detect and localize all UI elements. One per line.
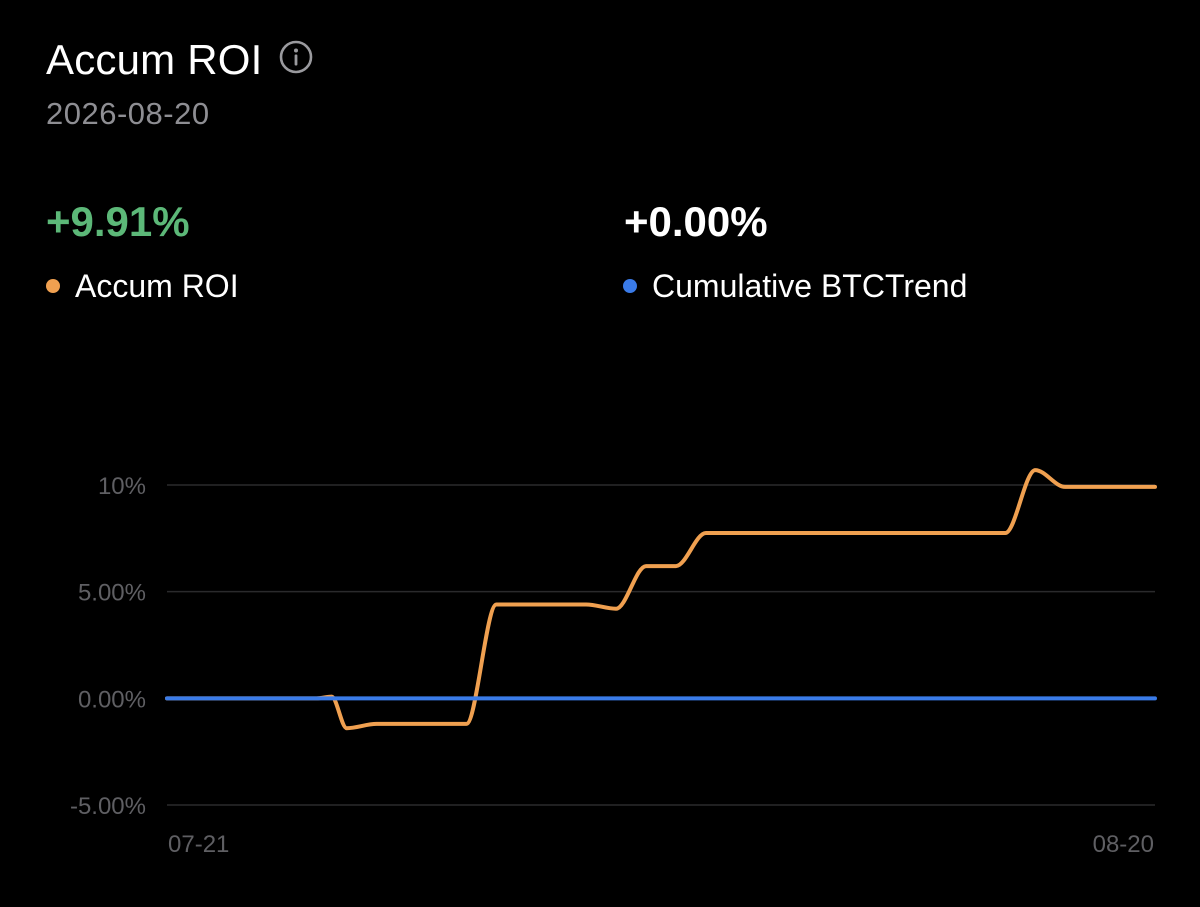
accum-roi-value: +9.91% bbox=[46, 198, 190, 245]
x-tick-label: 07-21 bbox=[168, 831, 229, 858]
chart-date: 2026-08-20 bbox=[46, 96, 210, 131]
y-tick-label: 10% bbox=[98, 473, 146, 500]
legend-dot-accum-roi bbox=[46, 279, 60, 293]
y-tick-label: 0.00% bbox=[78, 686, 146, 713]
page-title: Accum ROI bbox=[46, 36, 263, 83]
x-tick-label: 08-20 bbox=[1093, 831, 1154, 858]
y-tick-label: 5.00% bbox=[78, 580, 146, 607]
legend-btc-trend[interactable]: Cumulative BTCTrend bbox=[623, 266, 967, 306]
chart-header: Accum ROI bbox=[46, 34, 313, 86]
legend-dot-btc-trend bbox=[623, 279, 637, 293]
legend-label-btc-trend: Cumulative BTCTrend bbox=[652, 268, 968, 304]
btc-trend-value: +0.00% bbox=[624, 198, 768, 245]
legend-label-accum-roi: Accum ROI bbox=[75, 268, 239, 304]
y-tick-label: -5.00% bbox=[70, 793, 146, 820]
info-circle-icon[interactable] bbox=[279, 40, 313, 74]
series-line-accum-roi bbox=[165, 468, 1157, 731]
legend-accum-roi[interactable]: Accum ROI bbox=[46, 266, 239, 306]
